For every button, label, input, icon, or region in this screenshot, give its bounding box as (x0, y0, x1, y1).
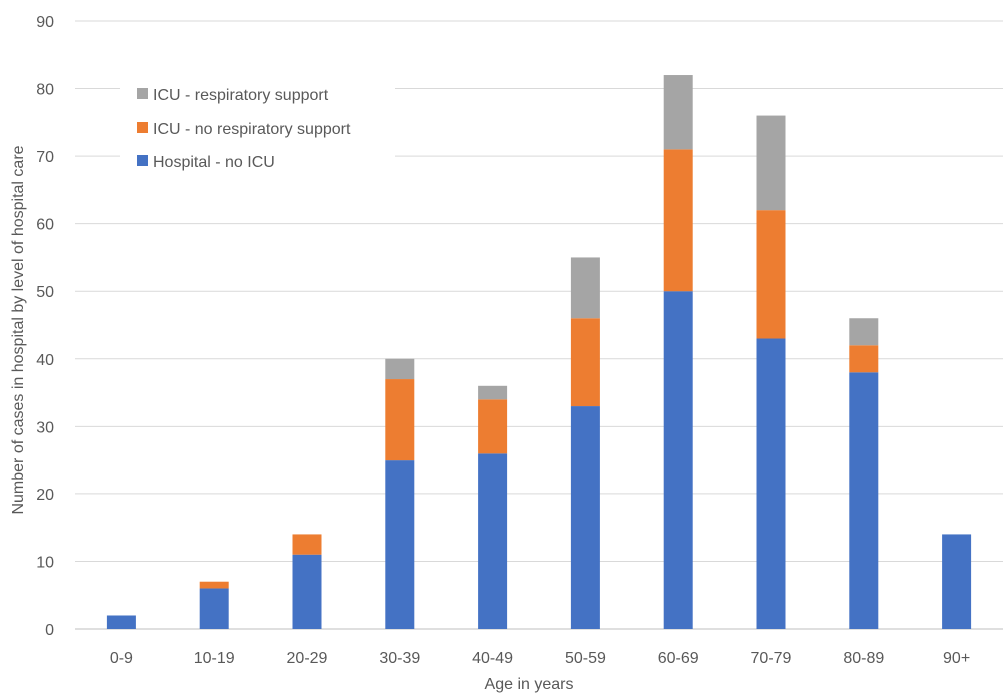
x-axis-title: Age in years (485, 676, 574, 693)
bar-segment (849, 372, 879, 629)
bar-segment (756, 210, 786, 339)
bar-segment (756, 338, 786, 629)
bar-segment (756, 115, 786, 211)
bars (106, 75, 972, 629)
bar-segment (292, 534, 322, 555)
x-tick-label: 50-59 (565, 650, 606, 667)
x-tick-label: 80-89 (843, 650, 884, 667)
bar-segment (478, 453, 508, 629)
bar-segment (292, 554, 322, 629)
y-tick-label: 90 (36, 14, 54, 31)
bar-segment (570, 257, 600, 319)
legend: ICU - respiratory support ICU - no respir… (120, 76, 395, 182)
bar-segment (106, 615, 136, 629)
legend-swatch (137, 155, 148, 166)
x-axis-ticks: 0-9 10-19 20-29 30-39 40-49 50-59 60-69 70-79 80… (110, 650, 970, 667)
bar-segment (663, 75, 693, 150)
gridlines (75, 20, 1003, 630)
bar-segment (849, 318, 879, 346)
bar-segment (942, 534, 972, 629)
legend-label: ICU - respiratory support (153, 87, 329, 104)
x-tick-label: 60-69 (658, 650, 699, 667)
bar-segment (199, 581, 229, 589)
x-tick-label: 40-49 (472, 650, 513, 667)
legend-swatch (137, 88, 148, 99)
bar-segment (570, 406, 600, 629)
y-tick-label: 50 (36, 284, 54, 301)
bar-segment (849, 345, 879, 373)
bar-segment (385, 379, 415, 461)
x-tick-label: 0-9 (110, 650, 133, 667)
bar-segment (478, 399, 508, 454)
y-tick-label: 60 (36, 217, 54, 234)
y-tick-label: 20 (36, 487, 54, 504)
bar-segment (199, 588, 229, 629)
y-tick-label: 0 (45, 622, 54, 639)
legend-label: Hospital - no ICU (153, 154, 275, 171)
y-tick-label: 40 (36, 352, 54, 369)
bar-segment (663, 149, 693, 292)
x-tick-label: 10-19 (194, 650, 235, 667)
y-tick-label: 10 (36, 554, 54, 571)
x-tick-label: 30-39 (379, 650, 420, 667)
bar-segment (385, 358, 415, 380)
y-tick-label: 80 (36, 82, 54, 99)
bar-segment (570, 318, 600, 407)
legend-background (120, 76, 395, 182)
x-tick-label: 90+ (943, 650, 970, 667)
bar-segment (385, 460, 415, 629)
y-axis-title: Number of cases in hospital by level of … (10, 145, 27, 514)
bar-segment (663, 291, 693, 629)
legend-swatch (137, 122, 148, 133)
y-tick-label: 30 (36, 419, 54, 436)
bar-segment (478, 385, 508, 400)
x-tick-label: 20-29 (287, 650, 328, 667)
legend-label: ICU - no respiratory support (153, 121, 351, 138)
x-tick-label: 70-79 (751, 650, 792, 667)
y-tick-label: 70 (36, 149, 54, 166)
y-axis-ticks: 0 10 20 30 40 50 60 70 80 90 (36, 14, 54, 639)
